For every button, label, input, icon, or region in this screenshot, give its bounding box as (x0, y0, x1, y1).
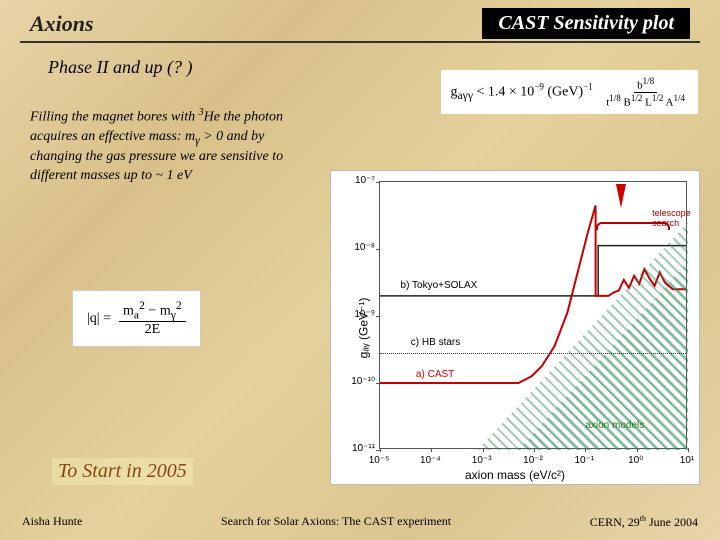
q-lhs: |q| = (87, 311, 111, 327)
footer-author: Aisha Hunte (22, 514, 82, 530)
body-text: Filling the magnet bores with 3He the ph… (0, 78, 310, 186)
footer: Aisha Hunte Search for Solar Axions: The… (0, 514, 720, 530)
sensitivity-chart: gₐᵧ (GeV⁻¹) axion mass (eV/c²) b) Tokyo+… (330, 170, 700, 485)
region-label: c) HB stars (411, 337, 460, 348)
sensitivity-formula: gaγγ < 1.4 × 10−9 (GeV)−1 b1/8t1/8 B1/2 … (441, 70, 699, 114)
footer-date: CERN, 29th June 2004 (590, 514, 698, 530)
ytick: 10⁻¹¹ (351, 443, 375, 454)
ytick: 10⁻⁷ (351, 175, 375, 186)
xtick: 10⁻⁴ (420, 455, 441, 466)
xtick: 10⁻¹ (574, 455, 594, 466)
xtick: 10⁻² (523, 455, 543, 466)
chart-xlabel: axion mass (eV/c²) (465, 468, 565, 482)
region-label: a) CAST (416, 369, 454, 380)
footer-title: Search for Solar Axions: The CAST experi… (221, 514, 451, 530)
cast-title: CAST Sensitivity plot (482, 8, 690, 39)
axions-title: Axions (30, 11, 94, 37)
to-start-label: To Start in 2005 (52, 458, 193, 485)
hb-stars-line (380, 353, 686, 354)
q-numerator: ma2 − mγ2 (119, 299, 186, 322)
xtick: 10⁰ (628, 455, 643, 466)
ytick: 10⁻⁸ (351, 242, 375, 253)
q-fraction: ma2 − mγ2 2E (119, 299, 186, 338)
ytick: 10⁻⁹ (351, 309, 375, 320)
region-label: b) Tokyo+SOLAX (401, 280, 478, 291)
plot-area: b) Tokyo+SOLAX c) HB stars a) CAST axion mo… (379, 181, 687, 449)
q-formula: |q| = ma2 − mγ2 2E (72, 290, 201, 347)
chart-ylabel: gₐᵧ (GeV⁻¹) (356, 297, 370, 358)
xtick: 10¹ (680, 455, 694, 466)
xtick: 10⁻³ (472, 455, 492, 466)
bracket-icon (596, 222, 670, 230)
xtick: 10⁻⁵ (369, 455, 390, 466)
ytick: 10⁻¹⁰ (351, 376, 375, 387)
q-denominator: 2E (141, 322, 165, 338)
arrow-icon (616, 184, 626, 208)
axion-models-label: axion models (585, 420, 644, 431)
